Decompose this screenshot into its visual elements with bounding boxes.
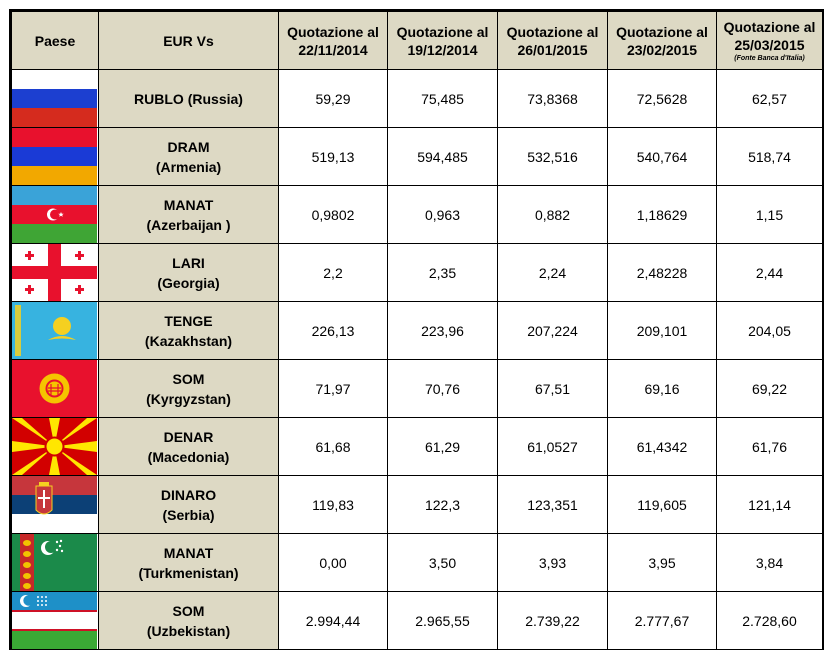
rate-cell: 67,51 bbox=[497, 359, 608, 418]
rate-cell: 2,24 bbox=[497, 243, 608, 302]
table-row: DRAM (Armenia) 519,13 594,485 532,516 540… bbox=[11, 127, 823, 186]
rate-cell: 0,963 bbox=[387, 185, 498, 244]
rate-cell: 2,48228 bbox=[607, 243, 717, 302]
rate-cell: 1,18629 bbox=[607, 185, 717, 244]
rate-cell: 1,15 bbox=[716, 185, 823, 244]
armenia-flag-icon bbox=[11, 127, 99, 186]
rate-cell: 2.728,60 bbox=[716, 591, 823, 650]
rate-cell: 2.777,67 bbox=[607, 591, 717, 650]
currency-name: SOM (Kyrgyzstan) bbox=[98, 359, 279, 418]
serbia-flag-icon bbox=[11, 475, 99, 534]
table-row: MANAT (Azerbaijan ) 0,9802 0,963 0,882 1,… bbox=[11, 185, 823, 244]
rate-cell: 123,351 bbox=[497, 475, 608, 534]
currency-name: LARI (Georgia) bbox=[98, 243, 279, 302]
table-row: RUBLO (Russia) 59,29 75,485 73,8368 72,5… bbox=[11, 69, 823, 128]
rate-cell: 62,57 bbox=[716, 69, 823, 128]
rate-cell: 3,95 bbox=[607, 533, 717, 592]
currency-name: DINARO (Serbia) bbox=[98, 475, 279, 534]
source-note: (Fonte Banca d'Italia) bbox=[734, 55, 805, 62]
rate-cell: 75,485 bbox=[387, 69, 498, 128]
rate-cell: 226,13 bbox=[278, 301, 388, 360]
table-row: DENAR (Macedonia) 61,68 61,29 61,0527 61,… bbox=[11, 417, 823, 476]
table-row: DINARO (Serbia) 119,83 122,3 123,351 119,… bbox=[11, 475, 823, 534]
currency-name: SOM (Uzbekistan) bbox=[98, 591, 279, 650]
rate-cell: 0,00 bbox=[278, 533, 388, 592]
rate-cell: 61,29 bbox=[387, 417, 498, 476]
header-date-3: Quotazione al 26/01/2015 bbox=[497, 11, 608, 70]
rate-cell: 0,9802 bbox=[278, 185, 388, 244]
header-row: Paese EUR Vs Quotazione al 22/11/2014 Quo… bbox=[11, 11, 823, 70]
rate-cell: 518,74 bbox=[716, 127, 823, 186]
rate-cell: 70,76 bbox=[387, 359, 498, 418]
rate-cell: 207,224 bbox=[497, 301, 608, 360]
header-eur-vs: EUR Vs bbox=[98, 11, 279, 70]
currency-name: MANAT (Turkmenistan) bbox=[98, 533, 279, 592]
exchange-rate-table-frame: Paese EUR Vs Quotazione al 22/11/2014 Quo… bbox=[9, 9, 824, 650]
macedonia-flag-icon bbox=[11, 417, 99, 476]
table-row: SOM (Uzbekistan) 2.994,44 2.965,55 2.739,… bbox=[11, 591, 823, 650]
rate-cell: 61,76 bbox=[716, 417, 823, 476]
rate-cell: 2,2 bbox=[278, 243, 388, 302]
table-row: TENGE (Kazakhstan) 226,13 223,96 207,224 … bbox=[11, 301, 823, 360]
georgia-flag-icon bbox=[11, 243, 99, 302]
currency-name: MANAT (Azerbaijan ) bbox=[98, 185, 279, 244]
header-date-5: Quotazione al 25/03/2015 (Fonte Banca d'It… bbox=[716, 11, 823, 70]
exchange-rate-table: Paese EUR Vs Quotazione al 22/11/2014 Quo… bbox=[11, 11, 823, 650]
rate-cell: 209,101 bbox=[607, 301, 717, 360]
rate-cell: 69,22 bbox=[716, 359, 823, 418]
uzbekistan-flag-icon bbox=[11, 591, 99, 650]
rate-cell: 59,29 bbox=[278, 69, 388, 128]
kyrgyzstan-flag-icon bbox=[11, 359, 99, 418]
rate-cell: 69,16 bbox=[607, 359, 717, 418]
russia-flag-icon bbox=[11, 69, 99, 128]
rate-cell: 73,8368 bbox=[497, 69, 608, 128]
table-row: SOM (Kyrgyzstan) 71,97 70,76 67,51 69,16 … bbox=[11, 359, 823, 418]
turkmenistan-flag-icon bbox=[11, 533, 99, 592]
rate-cell: 540,764 bbox=[607, 127, 717, 186]
currency-name: RUBLO (Russia) bbox=[98, 69, 279, 128]
rate-cell: 532,516 bbox=[497, 127, 608, 186]
rate-cell: 2,44 bbox=[716, 243, 823, 302]
rate-cell: 72,5628 bbox=[607, 69, 717, 128]
rate-cell: 223,96 bbox=[387, 301, 498, 360]
rate-cell: 61,0527 bbox=[497, 417, 608, 476]
header-date-2: Quotazione al 19/12/2014 bbox=[387, 11, 498, 70]
kazakhstan-flag-icon bbox=[11, 301, 99, 360]
rate-cell: 2.965,55 bbox=[387, 591, 498, 650]
header-date-4: Quotazione al 23/02/2015 bbox=[607, 11, 717, 70]
rate-cell: 2,35 bbox=[387, 243, 498, 302]
rate-cell: 2.739,22 bbox=[497, 591, 608, 650]
rate-cell: 3,93 bbox=[497, 533, 608, 592]
rate-cell: 122,3 bbox=[387, 475, 498, 534]
rate-cell: 119,83 bbox=[278, 475, 388, 534]
rate-cell: 2.994,44 bbox=[278, 591, 388, 650]
rate-cell: 0,882 bbox=[497, 185, 608, 244]
rate-cell: 61,68 bbox=[278, 417, 388, 476]
rate-cell: 119,605 bbox=[607, 475, 717, 534]
table-row: LARI (Georgia) 2,2 2,35 2,24 2,48228 2,44 bbox=[11, 243, 823, 302]
currency-name: TENGE (Kazakhstan) bbox=[98, 301, 279, 360]
table-row: MANAT (Turkmenistan) 0,00 3,50 3,93 3,95 … bbox=[11, 533, 823, 592]
rate-cell: 204,05 bbox=[716, 301, 823, 360]
header-paese: Paese bbox=[11, 11, 99, 70]
rate-cell: 61,4342 bbox=[607, 417, 717, 476]
rate-cell: 3,50 bbox=[387, 533, 498, 592]
currency-name: DRAM (Armenia) bbox=[98, 127, 279, 186]
azerbaijan-flag-icon bbox=[11, 185, 99, 244]
currency-name: DENAR (Macedonia) bbox=[98, 417, 279, 476]
rate-cell: 71,97 bbox=[278, 359, 388, 418]
rate-cell: 121,14 bbox=[716, 475, 823, 534]
rate-cell: 594,485 bbox=[387, 127, 498, 186]
rate-cell: 519,13 bbox=[278, 127, 388, 186]
rate-cell: 3,84 bbox=[716, 533, 823, 592]
header-date-1: Quotazione al 22/11/2014 bbox=[278, 11, 388, 70]
